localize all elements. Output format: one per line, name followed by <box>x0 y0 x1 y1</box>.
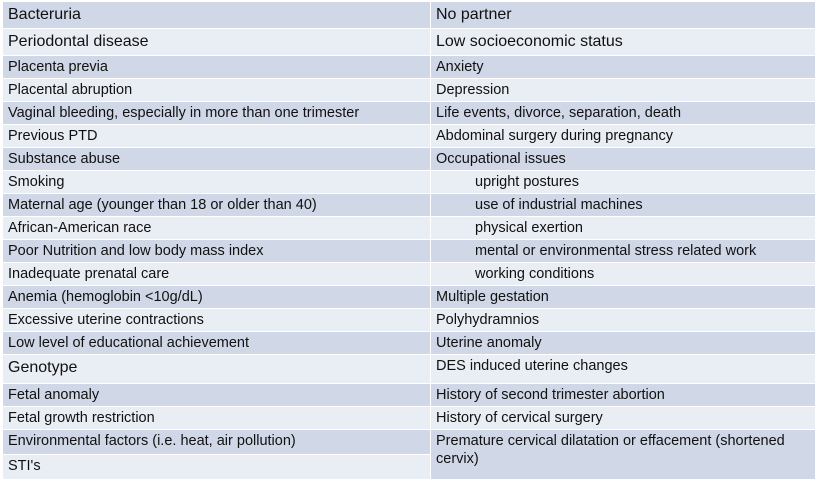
right-cell: No partner <box>431 2 816 29</box>
left-cell: Inadequate prenatal care <box>3 263 431 286</box>
left-cell: STI's <box>3 455 431 480</box>
left-cell: Periodontal disease <box>3 29 431 56</box>
right-cell: physical exertion <box>431 217 816 240</box>
left-cell: Placenta previa <box>3 56 431 79</box>
right-cell: Multiple gestation <box>431 286 816 309</box>
right-cell: Anxiety <box>431 56 816 79</box>
left-cell: Placental abruption <box>3 79 431 102</box>
right-cell: use of industrial machines <box>431 194 816 217</box>
right-cell: Polyhydramnios <box>431 309 816 332</box>
left-cell: Excessive uterine contractions <box>3 309 431 332</box>
right-cell: mental or environmental stress related w… <box>431 240 816 263</box>
right-cell: Premature cervical dilatation or effacem… <box>431 430 816 480</box>
right-cell: Uterine anomaly <box>431 332 816 355</box>
left-cell: Vaginal bleeding, especially in more tha… <box>3 102 431 125</box>
left-cell: African-American race <box>3 217 431 240</box>
left-cell: Bacteruria <box>3 2 431 29</box>
left-cell: Substance abuse <box>3 148 431 171</box>
left-cell: Fetal anomaly <box>3 384 431 407</box>
right-cell: History of cervical surgery <box>431 407 816 430</box>
left-cell: Maternal age (younger than 18 or older t… <box>3 194 431 217</box>
right-cell: Abdominal surgery during pregnancy <box>431 125 816 148</box>
right-cell: Depression <box>431 79 816 102</box>
right-cell: working conditions <box>431 263 816 286</box>
left-cell: Poor Nutrition and low body mass index <box>3 240 431 263</box>
right-cell: DES induced uterine changes <box>431 355 816 384</box>
left-cell: Anemia (hemoglobin <10g/dL) <box>3 286 431 309</box>
left-cell: Genotype <box>3 355 431 384</box>
left-cell: Low level of educational achievement <box>3 332 431 355</box>
right-cell: Occupational issues <box>431 148 816 171</box>
right-cell: Low socioeconomic status <box>431 29 816 56</box>
left-cell: Fetal growth restriction <box>3 407 431 430</box>
right-cell: History of second trimester abortion <box>431 384 816 407</box>
left-cell: Smoking <box>3 171 431 194</box>
left-cell: Previous PTD <box>3 125 431 148</box>
left-cell: Environmental factors (i.e. heat, air po… <box>3 430 431 455</box>
right-cell: Life events, divorce, separation, death <box>431 102 816 125</box>
right-cell: upright postures <box>431 171 816 194</box>
